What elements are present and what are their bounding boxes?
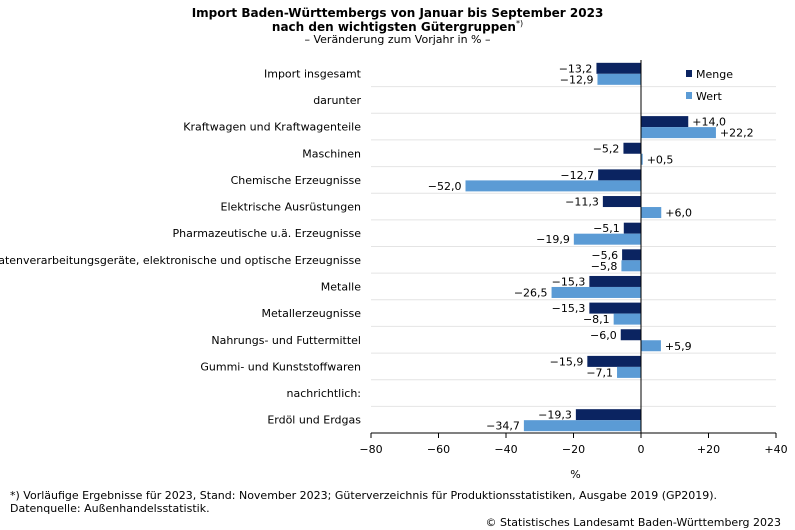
- category-label: darunter: [313, 94, 361, 107]
- data-label-wert: −5,8: [591, 260, 618, 273]
- chart-title-line1: Import Baden-Württembergs von Januar bis…: [191, 6, 604, 20]
- data-label-menge: −11,3: [565, 196, 599, 209]
- data-label-wert: −8,1: [583, 313, 610, 326]
- category-label: nachrichtlich:: [287, 387, 361, 400]
- data-label-menge: −15,3: [552, 302, 586, 315]
- chart-labels: Import insgesamt darunter Kraftwagen und K…: [0, 62, 754, 432]
- category-label: Elektrische Ausrüstungen: [221, 201, 362, 214]
- data-label-menge: −13,2: [559, 62, 593, 75]
- bar-wert: [617, 366, 641, 378]
- chart-axes: −80 −60 −40 −20 0 +20 +40%: [359, 60, 788, 481]
- bar-wert: [641, 127, 716, 139]
- x-tick-label: 0: [638, 443, 645, 456]
- footnote: *) Vorläufige Ergebnisse für 2023, Stand…: [10, 489, 717, 502]
- data-label-menge: −12,7: [560, 169, 594, 182]
- x-tick-label: +20: [697, 443, 720, 456]
- x-tick-label: −80: [359, 443, 382, 456]
- bar-menge: [587, 355, 641, 367]
- data-label-menge: −15,9: [550, 355, 584, 368]
- category-label: Nahrungs- und Futtermittel: [211, 334, 361, 347]
- legend-swatch-menge: [686, 70, 692, 77]
- data-source: Datenquelle: Außenhandelsstatistik.: [10, 502, 210, 515]
- chart-title-line2: nach den wichtigsten Gütergruppen*): [0, 19, 795, 34]
- category-label: Pharmazeutische u.ä. Erzeugnisse: [173, 227, 362, 240]
- bar-menge: [596, 62, 641, 74]
- x-tick-label: −40: [494, 443, 517, 456]
- x-tick-label: −20: [562, 443, 585, 456]
- bar-menge: [602, 196, 641, 208]
- bar-menge: [589, 302, 641, 314]
- data-label-wert: +0,5: [647, 153, 674, 166]
- category-label: Maschinen: [302, 147, 361, 160]
- legend-label-menge: Menge: [696, 68, 733, 81]
- bar-wert: [621, 260, 641, 272]
- data-label-menge: −15,3: [552, 275, 586, 288]
- bar-menge: [575, 409, 641, 421]
- data-label-wert: −26,5: [514, 286, 548, 299]
- legend-label-wert: Wert: [696, 90, 723, 103]
- bar-menge: [623, 222, 641, 234]
- bar-menge: [622, 249, 641, 261]
- bar-wert: [641, 153, 643, 165]
- x-tick-label: +40: [764, 443, 787, 456]
- data-label-menge: +14,0: [692, 116, 726, 129]
- bar-wert: [573, 233, 641, 245]
- data-label-wert: −7,1: [586, 366, 613, 379]
- category-label: Metalle: [321, 280, 361, 293]
- data-label-menge: −6,0: [590, 329, 617, 342]
- bar-menge: [623, 142, 641, 154]
- bar-menge: [589, 275, 641, 287]
- data-label-wert: −34,7: [486, 420, 520, 433]
- chart-legend: Menge Wert: [686, 68, 733, 103]
- x-axis-label: %: [570, 468, 580, 481]
- category-label: Metallerzeugnisse: [262, 307, 362, 320]
- copyright: © Statistisches Landesamt Baden-Württemb…: [485, 516, 781, 529]
- data-label-wert: +5,9: [665, 340, 692, 353]
- bar-wert: [597, 73, 641, 85]
- title-footnote-mark: *): [515, 19, 524, 28]
- chart-subtitle: – Veränderung zum Vorjahr in % –: [304, 33, 491, 46]
- bar-wert: [465, 180, 641, 192]
- category-label: Chemische Erzeugnisse: [231, 174, 362, 187]
- data-label-wert: +6,0: [665, 207, 692, 220]
- data-label-menge: −5,2: [593, 142, 620, 155]
- category-label: Import insgesamt: [264, 67, 362, 80]
- bar-wert: [613, 313, 641, 325]
- bar-menge: [620, 329, 641, 341]
- category-label: Erdöl und Erdgas: [267, 414, 361, 427]
- bar-wert: [523, 420, 641, 432]
- chart-title-line2-text: nach den wichtigsten Gütergruppen: [271, 20, 516, 34]
- data-label-menge: −5,1: [593, 222, 620, 235]
- legend-swatch-wert: [686, 92, 692, 99]
- x-tick-label: −60: [427, 443, 450, 456]
- bar-wert: [641, 207, 662, 219]
- bar-wert: [551, 286, 641, 298]
- bar-menge: [598, 169, 641, 181]
- data-label-wert: −52,0: [428, 180, 462, 193]
- category-label: Datenverarbeitungsgeräte, elektronische …: [0, 254, 361, 267]
- data-label-wert: +22,2: [720, 127, 754, 140]
- data-label-menge: −19,3: [538, 409, 572, 422]
- category-label: Gummi- und Kunststoffwaren: [200, 360, 361, 373]
- data-label-menge: −5,6: [591, 249, 618, 262]
- bar-wert: [641, 340, 661, 352]
- chart-grid: [371, 86, 776, 407]
- data-label-wert: −12,9: [560, 73, 594, 86]
- data-label-wert: −19,9: [536, 233, 570, 246]
- bar-menge: [641, 116, 689, 128]
- chart-bars: [465, 62, 716, 432]
- category-label: Kraftwagen und Kraftwagenteile: [183, 121, 361, 134]
